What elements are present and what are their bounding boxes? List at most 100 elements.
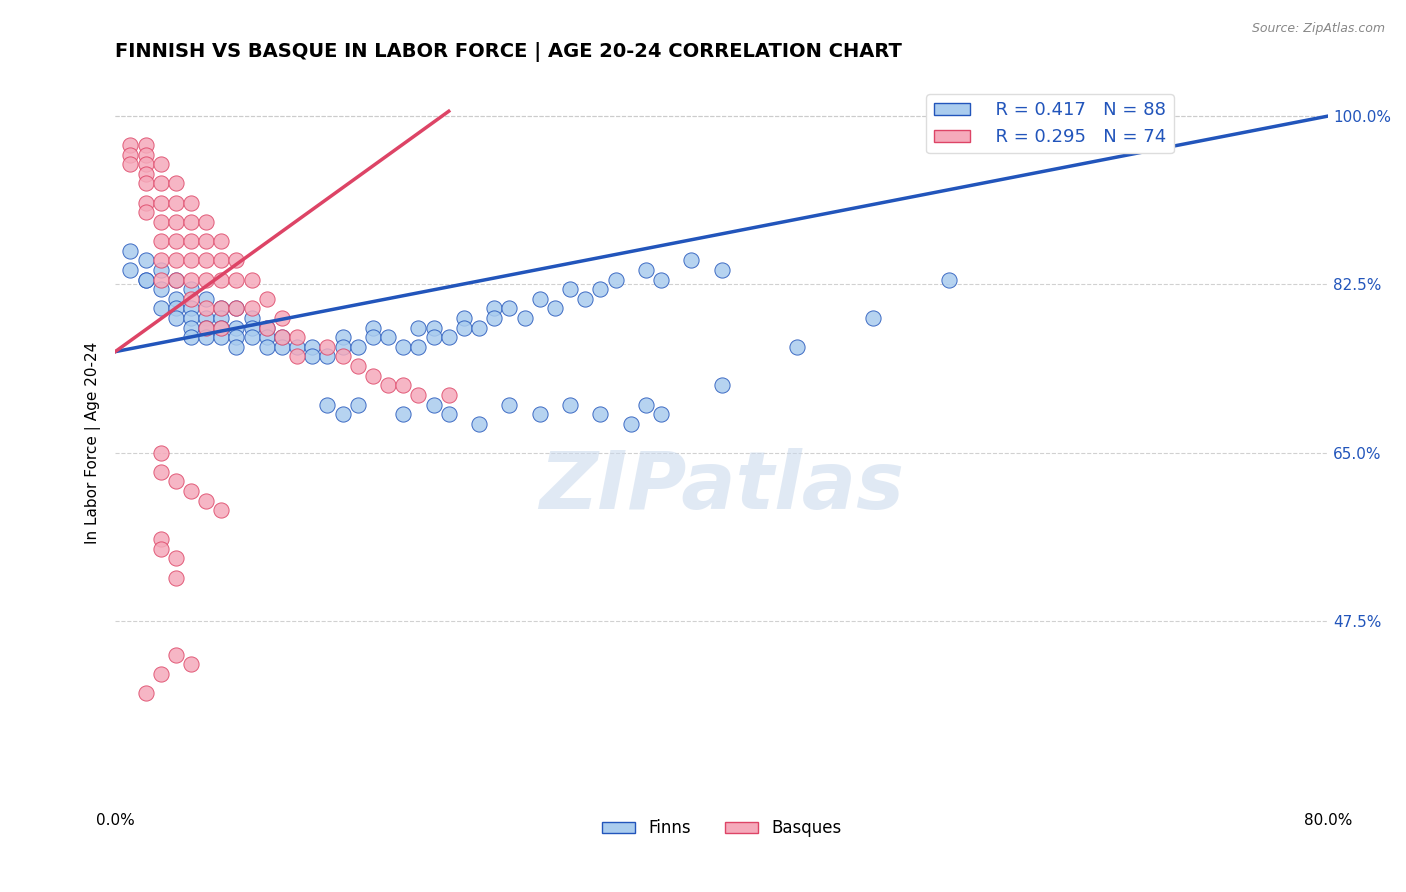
Point: [437, 388, 460, 402]
Point: [165, 311, 187, 326]
Point: [165, 475, 187, 489]
Point: [650, 272, 672, 286]
Point: [225, 330, 247, 344]
Point: [332, 340, 354, 354]
Point: [149, 263, 172, 277]
Point: [422, 330, 444, 344]
Point: [180, 272, 202, 286]
Point: [134, 272, 156, 286]
Point: [195, 253, 218, 268]
Point: [149, 177, 172, 191]
Point: [558, 398, 581, 412]
Point: [710, 378, 733, 392]
Point: [149, 445, 172, 459]
Point: [209, 301, 232, 316]
Point: [453, 320, 475, 334]
Point: [392, 378, 415, 392]
Text: ZIPatlas: ZIPatlas: [538, 448, 904, 526]
Point: [285, 340, 308, 354]
Point: [240, 320, 263, 334]
Point: [256, 330, 278, 344]
Point: [195, 320, 218, 334]
Text: Source: ZipAtlas.com: Source: ZipAtlas.com: [1251, 22, 1385, 36]
Point: [165, 571, 187, 585]
Point: [195, 301, 218, 316]
Point: [468, 417, 491, 431]
Point: [285, 330, 308, 344]
Point: [195, 320, 218, 334]
Point: [240, 311, 263, 326]
Point: [498, 301, 520, 316]
Point: [149, 465, 172, 479]
Point: [271, 311, 294, 326]
Point: [377, 378, 399, 392]
Point: [437, 330, 460, 344]
Point: [180, 320, 202, 334]
Point: [437, 407, 460, 421]
Point: [271, 340, 294, 354]
Point: [422, 320, 444, 334]
Point: [180, 657, 202, 672]
Point: [134, 272, 156, 286]
Point: [589, 407, 612, 421]
Point: [544, 301, 567, 316]
Point: [134, 157, 156, 171]
Point: [225, 272, 247, 286]
Point: [786, 340, 808, 354]
Point: [195, 292, 218, 306]
Point: [149, 253, 172, 268]
Point: [498, 398, 520, 412]
Point: [195, 234, 218, 248]
Point: [589, 282, 612, 296]
Point: [225, 253, 247, 268]
Point: [271, 330, 294, 344]
Point: [209, 320, 232, 334]
Point: [149, 541, 172, 556]
Point: [149, 282, 172, 296]
Point: [149, 157, 172, 171]
Point: [862, 311, 884, 326]
Point: [271, 330, 294, 344]
Point: [605, 272, 627, 286]
Point: [165, 648, 187, 662]
Point: [361, 320, 384, 334]
Point: [180, 195, 202, 210]
Point: [120, 157, 142, 171]
Point: [209, 253, 232, 268]
Point: [938, 272, 960, 286]
Point: [225, 301, 247, 316]
Point: [316, 398, 339, 412]
Point: [120, 244, 142, 258]
Point: [346, 340, 368, 354]
Point: [165, 301, 187, 316]
Point: [149, 234, 172, 248]
Point: [256, 320, 278, 334]
Point: [346, 398, 368, 412]
Point: [620, 417, 643, 431]
Point: [120, 263, 142, 277]
Point: [195, 272, 218, 286]
Point: [165, 215, 187, 229]
Point: [209, 503, 232, 517]
Point: [120, 137, 142, 152]
Point: [134, 167, 156, 181]
Point: [650, 407, 672, 421]
Point: [149, 272, 172, 286]
Text: FINNISH VS BASQUE IN LABOR FORCE | AGE 20-24 CORRELATION CHART: FINNISH VS BASQUE IN LABOR FORCE | AGE 2…: [115, 42, 903, 62]
Point: [256, 340, 278, 354]
Point: [209, 301, 232, 316]
Point: [225, 340, 247, 354]
Point: [529, 292, 551, 306]
Point: [256, 320, 278, 334]
Point: [209, 330, 232, 344]
Point: [513, 311, 536, 326]
Point: [408, 320, 430, 334]
Point: [195, 215, 218, 229]
Point: [408, 340, 430, 354]
Point: [165, 253, 187, 268]
Point: [134, 195, 156, 210]
Point: [134, 177, 156, 191]
Legend: Finns, Basques: Finns, Basques: [595, 813, 848, 844]
Point: [195, 311, 218, 326]
Point: [165, 272, 187, 286]
